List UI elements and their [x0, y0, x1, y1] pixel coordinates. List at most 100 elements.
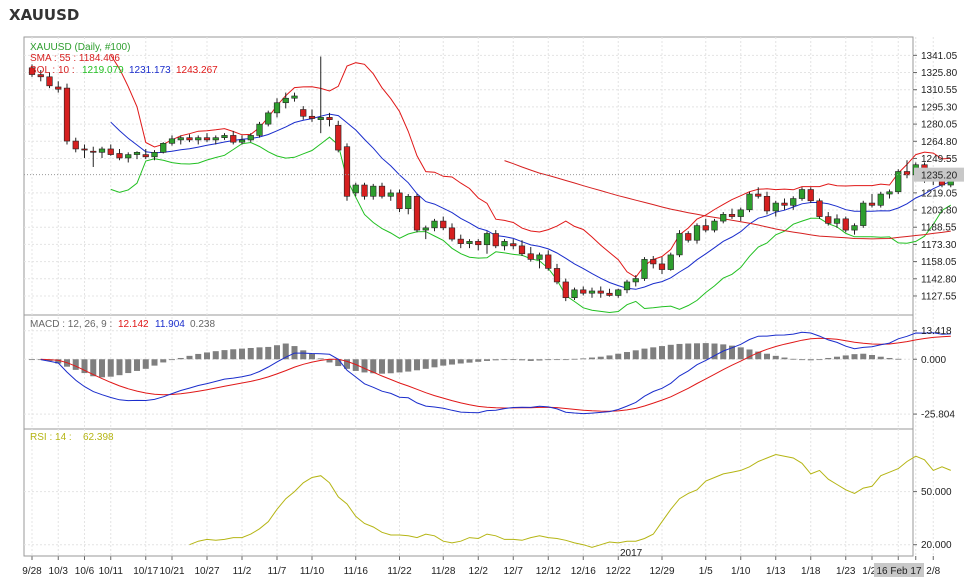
macd-histogram-bar	[370, 359, 377, 374]
candle	[37, 70, 44, 82]
candle-body	[203, 137, 211, 141]
macd-histogram-bar	[204, 352, 210, 360]
macd-histogram-bar	[676, 343, 683, 360]
candle-body	[81, 148, 88, 151]
candle-body	[737, 209, 744, 217]
candle-body	[28, 67, 36, 75]
macd-histogram-bar	[527, 359, 534, 361]
macd-histogram-bar	[860, 353, 867, 360]
candle	[606, 288, 613, 297]
candle	[203, 133, 211, 143]
macd-histogram-bar	[239, 348, 245, 360]
candle-body	[632, 278, 639, 283]
x-tick-label: 12/2	[469, 566, 489, 577]
macd-y-tick-label: 13.418	[921, 326, 952, 337]
candle	[685, 231, 692, 243]
candle-body	[151, 152, 158, 158]
candle	[125, 152, 132, 163]
candle	[860, 200, 867, 228]
macd-histogram-bar	[326, 359, 333, 363]
candle	[571, 287, 578, 300]
macd-histogram-bar	[405, 359, 412, 372]
candle-body	[553, 268, 561, 283]
x-tick-label: 1/26	[862, 566, 882, 577]
macd-histogram-bar	[344, 359, 350, 369]
candle	[107, 144, 114, 156]
candle-body	[702, 225, 709, 231]
candle	[492, 230, 499, 249]
macd-histogram-bar	[29, 359, 35, 361]
macd-legend-signal: 12.142	[118, 319, 149, 330]
candle	[615, 288, 622, 298]
x-tick-label: 10/3	[49, 566, 69, 577]
x-tick-label: 1/18	[801, 566, 821, 577]
candle	[63, 83, 71, 145]
candle-body	[606, 292, 613, 296]
macd-histogram-bar	[99, 359, 105, 378]
candle-body	[562, 281, 569, 299]
macd-histogram-bar	[659, 346, 665, 360]
macd-histogram-bar	[475, 359, 482, 362]
candle-body	[501, 241, 508, 247]
macd-histogram-bar	[624, 352, 630, 360]
macd-histogram-bar	[702, 343, 709, 360]
candle	[405, 194, 412, 215]
macd-legend-prefix: MACD : 12, 26, 9 :	[30, 319, 112, 330]
candle-body	[650, 259, 657, 265]
macd-histogram-bar	[440, 359, 447, 366]
candle	[378, 182, 386, 199]
candle-body	[886, 191, 893, 195]
macd-histogram-bar	[650, 347, 657, 360]
sma-legend: SMA : 55 : 1184.406	[30, 53, 120, 64]
candle-body	[378, 185, 386, 197]
price-y-tick-label: 1188.55	[921, 223, 957, 234]
macd-histogram-bar	[466, 359, 473, 363]
candle	[527, 247, 534, 262]
candle	[483, 231, 491, 254]
candle-body	[247, 135, 254, 141]
candle	[457, 234, 464, 249]
candle-body	[291, 95, 298, 99]
candle-body	[265, 112, 272, 125]
candle	[676, 230, 683, 258]
macd-histogram-bar	[169, 359, 175, 361]
candle	[895, 169, 902, 195]
candle-body	[676, 233, 683, 256]
macd-histogram-bar	[834, 356, 840, 360]
candle-body	[133, 152, 141, 155]
candle	[763, 191, 771, 215]
x-tick-label: 10/21	[159, 566, 184, 577]
macd-histogram-bar	[309, 353, 315, 360]
bol-legend-lower: 1219.079	[82, 65, 124, 76]
macd-histogram-bar	[825, 357, 832, 360]
macd-histogram-bar	[667, 344, 674, 360]
x-tick-label: 1/10	[731, 566, 751, 577]
x-tick-label: 11/28	[431, 566, 456, 577]
candle	[588, 287, 596, 298]
macd-histogram-bar	[37, 359, 44, 361]
candle	[518, 240, 526, 257]
macd-histogram-bar	[247, 347, 254, 360]
candle	[711, 218, 718, 233]
candle	[632, 275, 639, 287]
candle-body	[177, 137, 184, 141]
candle	[90, 146, 97, 167]
candle	[116, 148, 123, 161]
candle-body	[326, 117, 333, 120]
macd-y-tick-label: 0.000	[921, 355, 946, 366]
macd-histogram-bar	[877, 356, 884, 360]
x-tick-label: 10/6	[75, 566, 95, 577]
x-tick-label: 1/5	[699, 566, 713, 577]
x-tick-label: 11/10	[300, 566, 325, 577]
macd-histogram-bar	[300, 350, 307, 360]
candle	[440, 216, 447, 231]
candle-body	[352, 184, 359, 194]
candle	[728, 208, 736, 219]
candle-body	[55, 86, 62, 90]
macd-histogram-bar	[562, 359, 569, 361]
rsi-line	[189, 453, 951, 548]
candle	[772, 200, 779, 217]
price-y-tick-label: 1158.05	[921, 257, 957, 268]
